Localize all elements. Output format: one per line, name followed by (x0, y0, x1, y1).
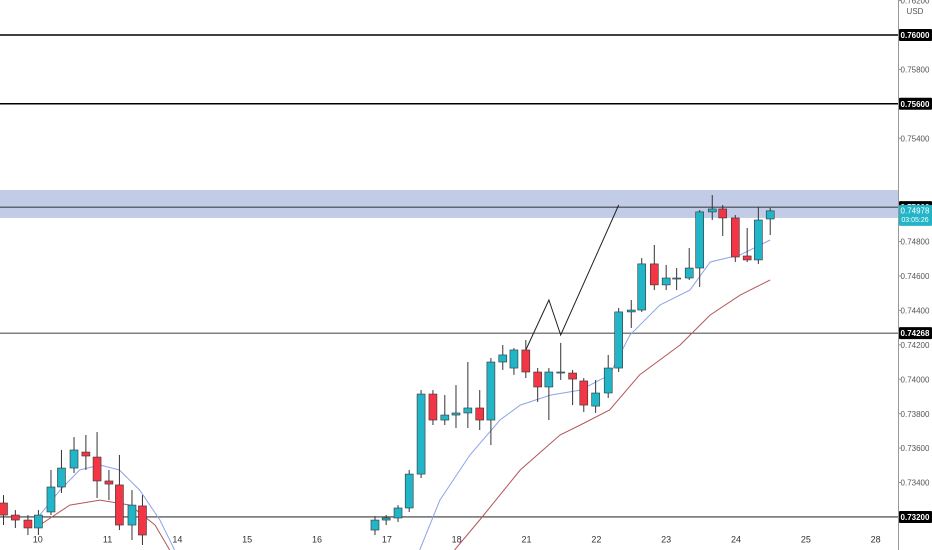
x-tick-label: 24 (731, 534, 741, 544)
y-tick-label: 0.75400 (901, 134, 930, 143)
candle-body (440, 414, 450, 421)
x-tick-label: 21 (522, 534, 532, 544)
y-tick-label: 0.73800 (901, 410, 930, 419)
y-tick-label: 0.74400 (901, 306, 930, 315)
level-tag-label: 0.73200 (901, 513, 930, 522)
candle-body (370, 519, 380, 531)
x-tick-label: 14 (172, 534, 182, 544)
x-tick-label: 22 (591, 534, 601, 544)
last-price-label: 0.74978 (901, 206, 930, 215)
candle-body (637, 263, 647, 311)
countdown-label: 03:05:26 (901, 217, 928, 224)
candle-body (57, 467, 66, 488)
candle-body (684, 267, 694, 279)
candle-body (765, 210, 775, 220)
candle-body (416, 393, 426, 475)
candle-body (498, 354, 508, 363)
trend-drawing (525, 204, 620, 351)
candle-body (23, 519, 33, 529)
candle-body (486, 361, 496, 421)
candle-body (649, 263, 659, 286)
zone (0, 190, 898, 218)
candle-body (579, 380, 589, 406)
x-tick-label: 17 (382, 534, 392, 544)
y-tick-label: 0.73400 (901, 479, 930, 488)
y-tick-label: 0.73600 (901, 444, 930, 453)
candle-body (521, 349, 531, 373)
candle-body (707, 208, 717, 213)
x-tick-label: 15 (242, 534, 252, 544)
level-tag-label: 0.75600 (901, 100, 930, 109)
x-tick-label: 28 (871, 534, 881, 544)
candle-body (509, 349, 519, 369)
candle-body (69, 449, 79, 469)
candle-body (718, 208, 728, 219)
candle-body (11, 514, 20, 521)
moving-average (39, 279, 771, 550)
candle-body (591, 392, 600, 407)
y-tick-label: 0.76200 (901, 0, 930, 6)
candle-body (672, 277, 681, 280)
candle-body (0, 502, 8, 516)
x-tick-label: 16 (312, 534, 322, 544)
candle-body (451, 412, 461, 416)
candle-body (127, 504, 137, 526)
candle-body (104, 480, 114, 485)
candle-body (81, 451, 91, 457)
candle-body (428, 393, 438, 421)
level-tag-label: 0.76000 (901, 31, 930, 40)
y-tick-label: 0.74800 (901, 238, 930, 247)
candle-body (92, 456, 102, 482)
y-tick-label: 0.75800 (901, 65, 930, 74)
candle-body (115, 484, 124, 526)
candle-body (404, 473, 414, 509)
candle-body (730, 217, 740, 258)
x-tick-label: 11 (103, 534, 112, 544)
level-tag (899, 28, 932, 41)
candle-body (614, 311, 623, 369)
candle-body (626, 309, 636, 313)
candle-body (381, 517, 391, 521)
level-tag (899, 510, 932, 523)
candle-body (661, 277, 671, 286)
x-tick-label: 25 (801, 534, 811, 544)
level-tag (899, 327, 932, 340)
candle-body (533, 371, 542, 388)
candle-body (603, 367, 613, 394)
candle-body (138, 505, 147, 536)
y-tick-label: 0.74000 (901, 375, 930, 384)
currency-label: USD (907, 7, 924, 16)
x-tick-label: 18 (452, 534, 462, 544)
x-tick-label: 10 (33, 534, 43, 544)
last-price-tag (899, 204, 932, 226)
candle-body (695, 211, 704, 269)
level-tag-label: 0.74268 (901, 329, 930, 338)
candle-body (475, 407, 485, 421)
candle-body (568, 372, 577, 380)
candle-body (46, 486, 56, 513)
candle-body (463, 407, 473, 414)
x-tick-label: 23 (661, 534, 671, 544)
candle-body (556, 371, 566, 374)
y-tick-label: 0.74200 (901, 341, 930, 350)
candle-body (754, 219, 763, 261)
candle-body (393, 507, 403, 519)
y-tick-label: 0.74600 (901, 272, 930, 281)
level-tag (899, 97, 932, 110)
candle-body (34, 514, 43, 529)
candle-body (742, 255, 752, 261)
candle-body (544, 371, 554, 388)
